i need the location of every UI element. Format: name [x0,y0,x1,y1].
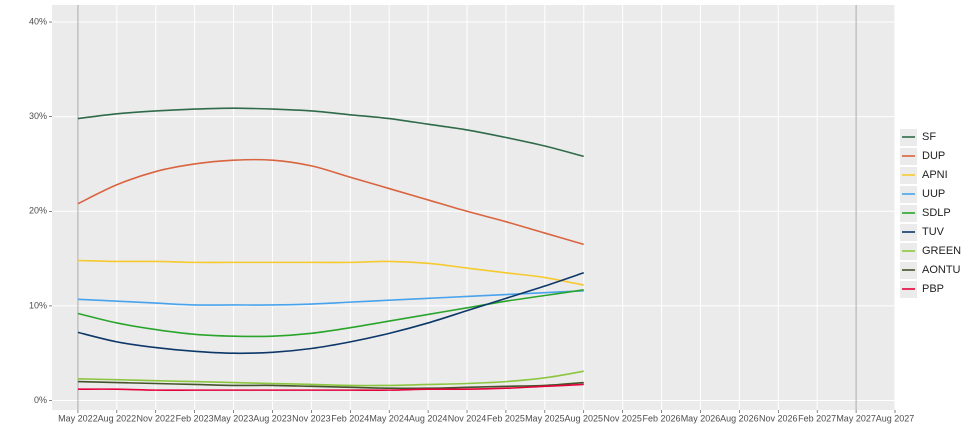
x-tick-label: May 2025 [525,413,565,423]
legend-label: UUP [922,188,945,200]
x-tick-label: Nov 2026 [759,413,798,423]
x-tick-label: Feb 2023 [176,413,214,423]
trend-line [77,259,584,286]
x-tick-label: Nov 2022 [136,413,175,423]
plot-background [52,5,895,410]
x-tick-label: Nov 2025 [603,413,642,423]
y-tick-label: 40% [29,16,47,26]
y-tick-label: 10% [29,300,47,310]
x-tick-label: Feb 2025 [487,413,525,423]
x-tick-label: Nov 2024 [448,413,487,423]
legend: SF DUP APNI UUP SDLP TUV GREEN AONTU PBP [897,128,975,305]
x-tick-label: Aug 2026 [720,413,759,423]
x-tick-label: Feb 2026 [643,413,681,423]
trend-line [77,107,584,158]
y-tick-label: 30% [29,111,47,121]
y-tick-label: 20% [29,206,47,216]
trend-line [77,272,584,355]
x-tick-label: Aug 2025 [564,413,603,423]
trend-line [77,158,584,246]
legend-label: SDLP [922,207,951,219]
x-tick-label: May 2023 [214,413,254,423]
legend-label: TUV [922,226,945,238]
legend-label: DUP [922,150,945,162]
trend-line [77,380,584,390]
legend-label: GREEN [922,245,961,257]
trend-line [77,383,584,391]
x-tick-label: May 2022 [58,413,98,423]
x-tick-label: Feb 2027 [798,413,836,423]
x-tick-label: Aug 2024 [409,413,448,423]
x-tick-label: May 2024 [369,413,409,423]
legend-label: PBP [922,283,944,295]
x-tick-label: Aug 2022 [98,413,137,423]
x-tick-label: Feb 2024 [331,413,369,423]
trend-line [77,370,584,387]
x-tick-label: May 2026 [681,413,721,423]
x-tick-label: May 2027 [836,413,876,423]
x-tick-label: Aug 2023 [253,413,292,423]
legend-label: SF [922,131,936,143]
trend-line [77,289,584,338]
x-tick-label: Nov 2023 [292,413,331,423]
y-tick-label: 0% [34,395,47,405]
legend-label: APNI [922,169,948,181]
x-tick-label: Aug 2027 [876,413,915,423]
trend-line [77,289,584,306]
legend-label: AONTU [922,264,961,276]
